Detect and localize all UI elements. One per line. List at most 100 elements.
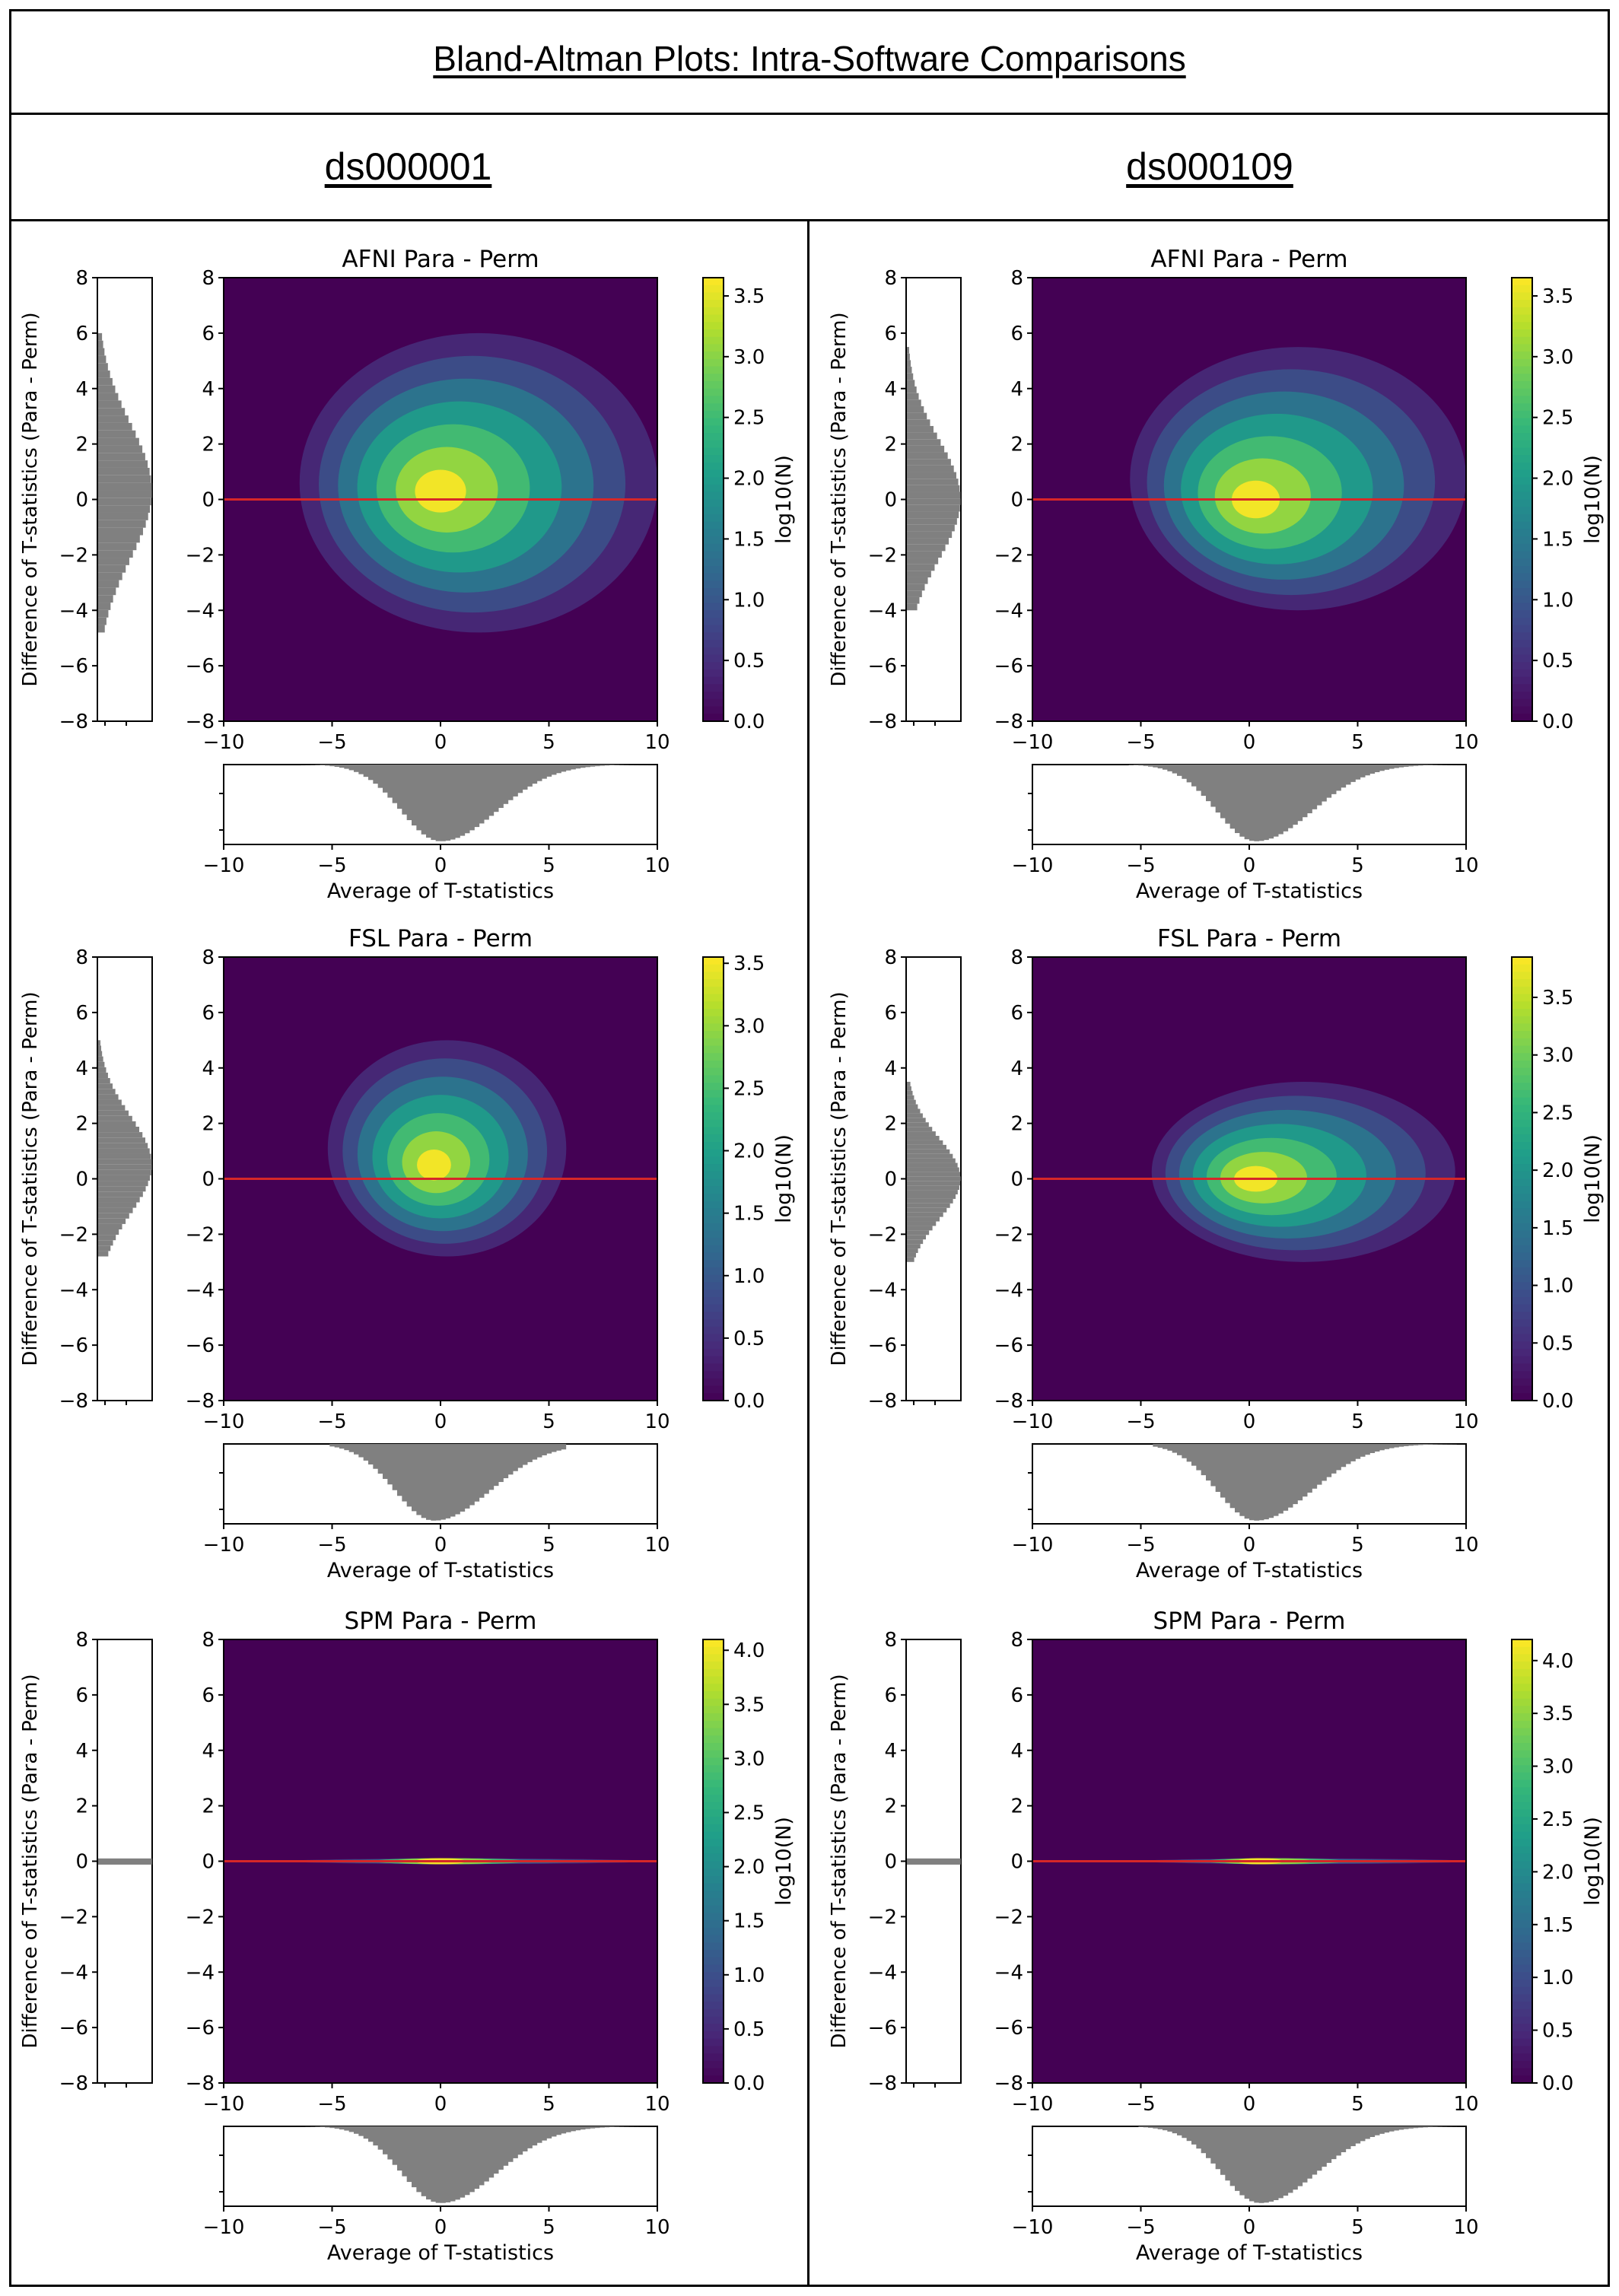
x-histogram-bar [1239, 2126, 1245, 2196]
colorbar-segment [703, 1957, 724, 1966]
colorbar-segment [1512, 1149, 1532, 1157]
x-histogram-bar [435, 1444, 441, 1521]
x-histogram-bar [1235, 2126, 1240, 2191]
x-histogram-bar [383, 2126, 388, 2154]
x-histogram-bar [507, 1444, 514, 1475]
y-hist-tick-label: 6 [884, 1002, 897, 1025]
colorbar-segment [703, 292, 724, 301]
colorbar-segment [703, 344, 724, 352]
colorbar-segment [1512, 1097, 1532, 1105]
y-tick-label: −2 [186, 544, 215, 567]
x-hist-tick-label: 0 [1243, 1534, 1256, 1557]
x-histogram-bar [402, 1444, 408, 1502]
colorbar-segment [703, 1994, 724, 2002]
x-hist-tick-label: 0 [434, 2216, 447, 2239]
colorbar-segment [1512, 1898, 1532, 1906]
colorbar-segment [1512, 1038, 1532, 1047]
colorbar-segment [703, 1274, 724, 1283]
x-histogram-bar [561, 2126, 567, 2134]
colorbar-frame [1511, 1639, 1533, 2084]
x-histogram-bar [1191, 765, 1197, 787]
colorbar-segment [1512, 396, 1532, 404]
x-tick-label: 5 [542, 731, 555, 754]
colorbar-segment [703, 1898, 724, 1906]
x-histogram-bar [392, 2126, 398, 2165]
colorbar-segment [1512, 300, 1532, 308]
colorbar-segment [1512, 1216, 1532, 1224]
y-tick-label: 0 [202, 1169, 215, 1191]
x-histogram-bar [474, 2126, 480, 2189]
x-histogram-bar [406, 1444, 412, 1507]
colorbar-segment [703, 1230, 724, 1239]
colorbar-tick-label: 2.5 [1542, 1808, 1573, 1831]
colorbar-tick-label: 0.0 [733, 2072, 765, 2095]
figure-frame [9, 9, 1610, 2287]
x-histogram-bar [1167, 2126, 1173, 2132]
column-divider [807, 219, 810, 2287]
colorbar-segment [1512, 1061, 1532, 1069]
colorbar-segment [1512, 1905, 1532, 1914]
y-histogram-bar [98, 332, 103, 341]
x-histogram-bar [460, 2126, 466, 2198]
colorbar-segment [703, 1252, 724, 1261]
x-histogram-bar [1365, 765, 1370, 776]
y-tick-label: 6 [1010, 323, 1023, 345]
colorbar-segment [1512, 2038, 1532, 2047]
x-histogram-bar [469, 2126, 475, 2193]
x-histogram-bar [325, 2126, 330, 2128]
x-histogram-bar [1191, 2126, 1197, 2145]
y-axis-label: Difference of T-statistics (Para - Perm) [828, 991, 851, 1366]
colorbar-segment [1512, 1986, 1532, 1995]
x-histogram-bar [1210, 765, 1217, 807]
y-histogram-bar [98, 1121, 136, 1127]
colorbar-segment [703, 1208, 724, 1216]
colorbar-segment [1512, 1824, 1532, 1833]
x-histogram-bar [1331, 765, 1337, 794]
colorbar-segment [1512, 2075, 1532, 2084]
colorbar-tick-label: 1.5 [733, 528, 765, 551]
y-tick-label: −8 [994, 1390, 1023, 1413]
x-histogram-bar [1143, 2126, 1149, 2128]
bland-altman-panel: AFNI Para - Perm −10 −5 0 5 10 −8 −6 −4 −2 0 2 4 6 8 −8… [828, 246, 1605, 903]
colorbar-segment [1512, 1979, 1532, 1988]
y-hist-tick-label: 2 [75, 1795, 88, 1818]
y-histogram-bar [98, 393, 119, 401]
y-histogram-bar [98, 1207, 133, 1213]
x-histogram-bar [383, 765, 388, 793]
colorbar-tick-label: 1.5 [733, 1910, 765, 1933]
y-tick-label: −6 [186, 655, 215, 678]
x-histogram-bar [503, 2126, 509, 2166]
x-hist-tick-label: 5 [542, 854, 555, 877]
x-histogram-bar [1297, 2126, 1303, 2186]
x-histogram-bar [1355, 2126, 1361, 2144]
colorbar-segment [703, 491, 724, 501]
y-axis-label: Difference of T-statistics (Para - Perm) [19, 991, 42, 1366]
colorbar-segment [1512, 1164, 1532, 1172]
x-tick-label: 0 [434, 1410, 447, 1433]
colorbar-segment [1512, 1964, 1532, 1973]
colorbar-tick-label: 2.5 [733, 407, 765, 430]
x-histogram-bar [1273, 1444, 1279, 1516]
x-histogram-bar [1177, 2126, 1182, 2135]
y-histogram-bar [907, 1095, 914, 1100]
x-histogram-bar [416, 1444, 422, 1515]
colorbar-segment [1512, 1868, 1532, 1877]
x-histogram-bar [1273, 2126, 1279, 2200]
x-histogram-bar [522, 2126, 528, 2151]
y-histogram-bar [907, 544, 946, 552]
x-histogram-bar [1244, 765, 1250, 840]
colorbar-segment [703, 425, 724, 434]
x-histogram-bar [329, 765, 336, 767]
y-tick-label: 0 [202, 1851, 215, 1874]
x-histogram-bar [1235, 1444, 1240, 1513]
colorbar-segment [1512, 1127, 1532, 1135]
bland-altman-panel: SPM Para - Perm−10 −5 0 5 10−8−6−4−202468−8−… [19, 1608, 796, 2265]
colorbar-segment [703, 1935, 724, 1943]
y-hist-tick-label: −8 [59, 2072, 88, 2095]
colorbar-segment [703, 521, 724, 529]
colorbar-tick-label: 3.5 [733, 952, 765, 975]
colorbar-segment [703, 595, 724, 604]
colorbar-segment [1512, 1853, 1532, 1862]
colorbar-segment [703, 2053, 724, 2062]
y-tick-label: 4 [202, 1057, 215, 1080]
